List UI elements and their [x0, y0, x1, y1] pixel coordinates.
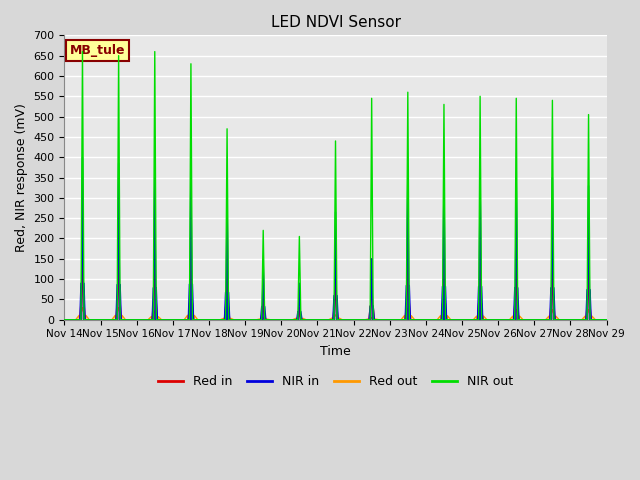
X-axis label: Time: Time [320, 345, 351, 358]
Text: MB_tule: MB_tule [70, 44, 125, 57]
Title: LED NDVI Sensor: LED NDVI Sensor [271, 15, 401, 30]
Y-axis label: Red, NIR response (mV): Red, NIR response (mV) [15, 103, 28, 252]
Legend: Red in, NIR in, Red out, NIR out: Red in, NIR in, Red out, NIR out [152, 370, 518, 393]
